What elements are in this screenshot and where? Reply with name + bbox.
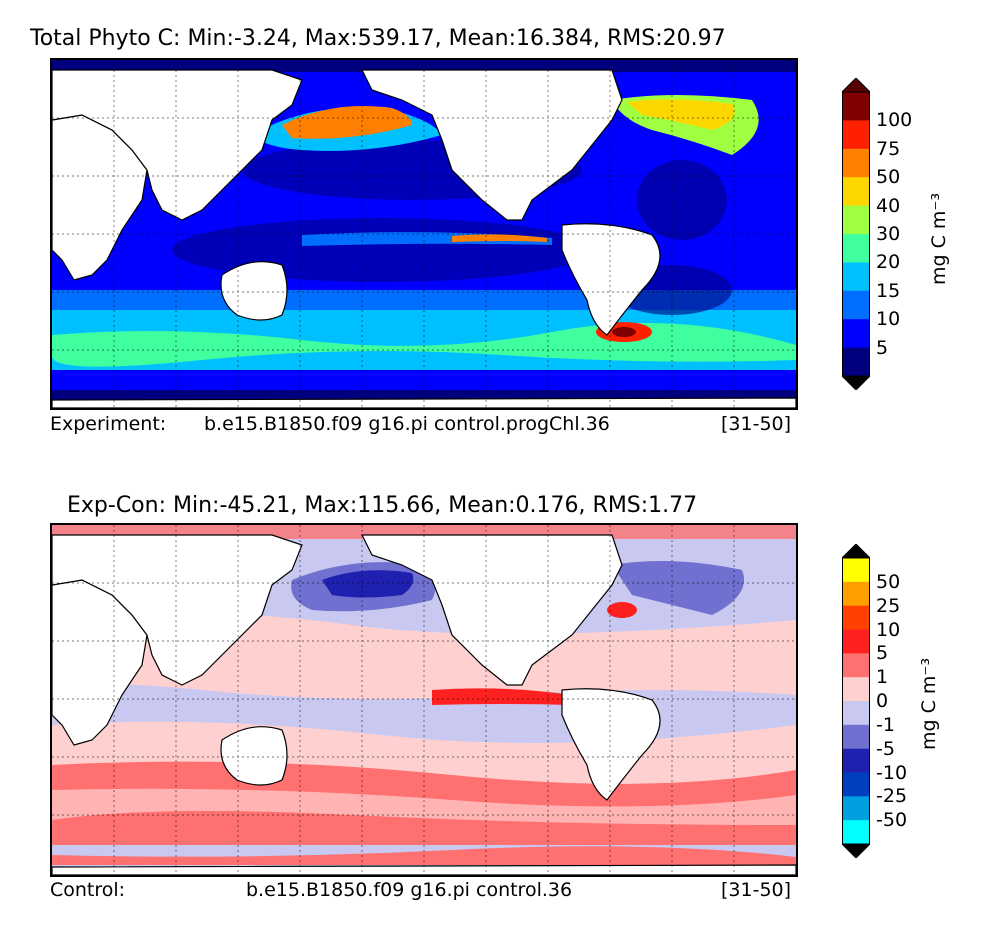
colorbar-segment — [842, 558, 870, 583]
colorbar-segment — [842, 234, 870, 263]
colorbar-segment — [842, 581, 870, 607]
colorbar-segment — [842, 347, 870, 377]
colorbar-border — [842, 91, 870, 377]
panel2-colorbar-unit: mg C m⁻³ — [918, 657, 940, 750]
panel1-colorbar-svg — [840, 77, 872, 391]
colorbar-segment — [842, 629, 870, 654]
colorbar-tick-label: 20 — [876, 251, 901, 274]
panel2-footer-left: Control: — [50, 879, 126, 901]
panel1-map — [50, 58, 798, 410]
colorbar-segment — [842, 677, 870, 702]
colorbar-tick-label: 100 — [876, 109, 913, 132]
panel2-footer-right: [31-50] — [721, 879, 792, 901]
colorbar-tick-label: 5 — [876, 336, 889, 359]
colorbar-segment — [842, 205, 870, 235]
colorbar-tick-label: 10 — [876, 618, 901, 641]
colorbar-tick-label: 40 — [876, 194, 901, 217]
colorbar-segment — [842, 120, 870, 150]
panel2-map — [50, 523, 798, 877]
colorbar-segment — [842, 262, 870, 292]
panel2-colorbar-svg — [840, 543, 872, 859]
panel1-title: Total Phyto C: Min:-3.24, Max:539.17, Me… — [30, 26, 726, 51]
colorbar-tick-label: 10 — [876, 308, 901, 331]
colorbar-segment — [842, 92, 870, 121]
colorbar-tick-label: -50 — [876, 809, 908, 832]
panel2-footer-mid: b.e15.B1850.f09 g16.pi control.36 — [246, 879, 573, 901]
colorbar-segment — [842, 653, 870, 678]
colorbar-segment — [842, 724, 870, 750]
colorbar-tick-label: 25 — [876, 594, 901, 617]
colorbar-tick-label: 50 — [876, 166, 901, 189]
colorbar-tick-label: 50 — [876, 570, 901, 593]
colorbar-tick-label: 0 — [876, 690, 889, 712]
colorbar-segment — [842, 748, 870, 773]
colorbar-segment — [842, 148, 870, 178]
colorbar-tick-label: 5 — [876, 642, 889, 665]
colorbar-segment — [842, 772, 870, 797]
colorbar-tick-label: 1 — [876, 666, 889, 689]
colorbar-segment — [842, 701, 870, 726]
colorbar-segment — [842, 319, 870, 349]
colorbar-bottom-arrow — [840, 375, 872, 391]
colorbar-tick-label: -25 — [876, 785, 908, 808]
colorbar-segment — [842, 605, 870, 630]
colorbar-top-arrow — [840, 543, 872, 559]
exp-con-map — [52, 525, 796, 875]
phyto-c-map — [52, 60, 796, 408]
colorbar-border — [842, 557, 870, 845]
colorbar-segment — [842, 796, 870, 821]
panel1-footer-mid: b.e15.B1850.f09 g16.pi control.progChl.3… — [204, 413, 610, 435]
colorbar-bottom-arrow — [840, 843, 872, 859]
panel1-footer-left: Experiment: — [50, 413, 167, 435]
colorbar-segment — [842, 177, 870, 207]
panel2-title: Exp-Con: Min:-45.21, Max:115.66, Mean:0.… — [67, 493, 698, 518]
colorbar-top-arrow — [840, 77, 872, 93]
panel1-colorbar-unit: mg C m⁻³ — [928, 192, 950, 285]
colorbar-tick-label: 15 — [876, 279, 901, 302]
colorbar-segment — [842, 820, 870, 845]
colorbar-tick-label: -1 — [876, 713, 895, 736]
panel1-footer-right: [31-50] — [721, 413, 792, 435]
panel1-colorbar — [840, 77, 872, 391]
colorbar-segment — [842, 290, 870, 320]
colorbar-tick-label: -5 — [876, 737, 895, 760]
colorbar-tick-label: -10 — [876, 761, 908, 784]
colorbar-tick-label: 30 — [876, 223, 901, 245]
colorbar-tick-label: 75 — [876, 137, 901, 160]
panel2-colorbar — [840, 543, 872, 859]
